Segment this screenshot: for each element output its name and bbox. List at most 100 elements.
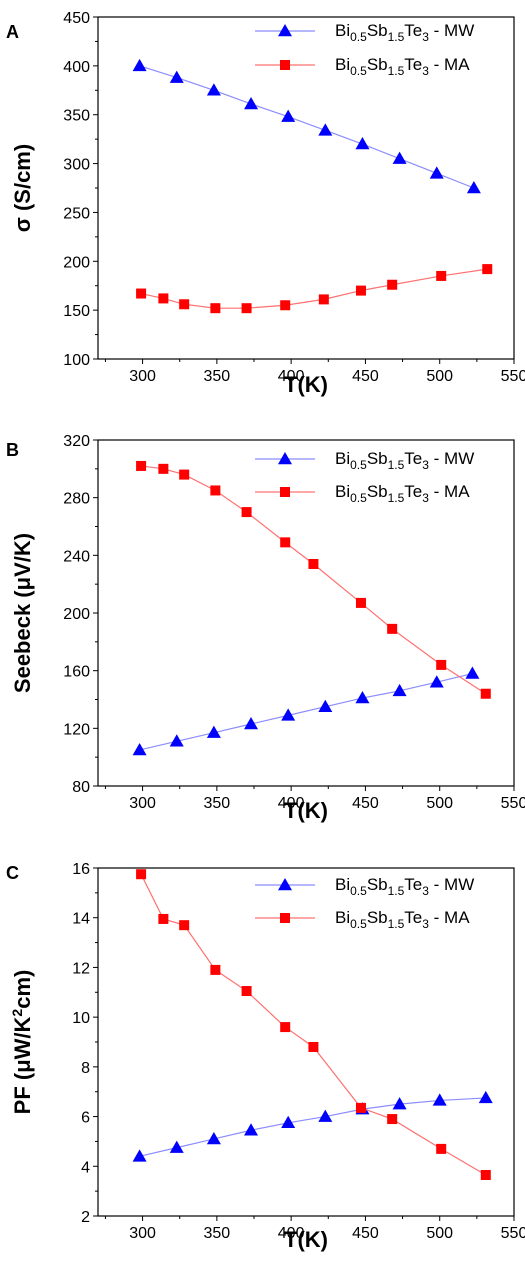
chart-panel-a: A 300 350 400 450 500 550 100 150 200 250 300 350 400… <box>6 10 525 397</box>
data-point <box>432 1093 447 1106</box>
y-tick-label: 320 <box>63 433 90 450</box>
y-tick-label: 16 <box>72 861 90 878</box>
data-point <box>241 303 252 314</box>
legend-label: Bi0.5Sb1.5Te3 - MA <box>335 55 470 78</box>
data-point <box>355 137 370 150</box>
data-point <box>281 1115 296 1129</box>
x-tick-label: 450 <box>352 795 379 812</box>
y-tick-label: 150 <box>63 303 90 320</box>
x-axis-title: T(K) <box>284 372 328 397</box>
legend-label: Bi0.5Sb1.5Te3 - MA <box>335 482 470 505</box>
x-tick-label: 350 <box>204 795 231 812</box>
data-point <box>206 83 221 96</box>
legend-label: Bi0.5Sb1.5Te3 - MW <box>335 875 474 898</box>
y-axis-title: σ (S/cm) <box>10 144 35 232</box>
series-triangle <box>132 666 480 756</box>
data-point <box>436 1143 447 1154</box>
y-axis-title: Seebeck (μV/K) <box>10 533 35 693</box>
chart-panel-b: B 300 350 400 450 500 550 80 120 160 200 240 280 320 T… <box>6 433 525 823</box>
legend-entry: Bi0.5Sb1.5Te3 - MA <box>255 908 470 931</box>
data-point <box>210 303 221 314</box>
data-point <box>158 293 169 304</box>
data-point <box>241 986 252 997</box>
data-point <box>318 123 333 136</box>
x-tick-label: 450 <box>352 1225 379 1242</box>
y-tick-label: 12 <box>72 960 90 977</box>
data-point <box>132 1149 147 1162</box>
data-point <box>136 869 147 880</box>
data-point <box>482 264 493 275</box>
y-tick-label: 250 <box>63 205 90 222</box>
legend-entry: Bi0.5Sb1.5Te3 - MA <box>255 55 470 78</box>
y-tick-label: 200 <box>63 254 90 271</box>
y-tick-label: 400 <box>63 59 90 76</box>
data-point <box>244 1123 259 1136</box>
data-point <box>136 460 147 471</box>
y-tick-label: 80 <box>72 779 90 796</box>
data-point <box>281 109 296 122</box>
data-point <box>210 485 221 496</box>
data-point <box>387 623 398 634</box>
data-point <box>478 1090 493 1104</box>
series-line <box>139 672 473 751</box>
y-tick-label: 240 <box>63 548 90 565</box>
panel-label: B <box>6 440 19 460</box>
chart-panel-c: C 300 350 400 450 500 550 2 4 6 8 10 12 14 16 T(K) PF (μ… <box>6 861 525 1252</box>
data-point <box>210 964 221 975</box>
data-point <box>392 1097 407 1110</box>
y-tick-label: 450 <box>63 10 90 27</box>
data-point <box>241 507 252 518</box>
data-point <box>466 181 481 194</box>
data-point <box>280 537 291 548</box>
y-tick-label: 160 <box>63 664 90 681</box>
legend-entry: Bi0.5Sb1.5Te3 - MW <box>255 21 474 44</box>
series-square <box>136 264 493 314</box>
data-point <box>169 734 184 747</box>
data-point <box>480 688 491 699</box>
data-point <box>436 270 447 281</box>
data-point <box>318 1109 333 1122</box>
data-point <box>392 151 407 164</box>
data-point <box>169 70 184 83</box>
series-line <box>139 1097 486 1157</box>
data-point <box>308 558 319 569</box>
legend-marker <box>280 487 290 497</box>
data-point <box>392 683 407 697</box>
data-point <box>355 285 366 296</box>
data-point <box>158 463 169 474</box>
y-tick-label: 100 <box>63 352 90 369</box>
legend-entry: Bi0.5Sb1.5Te3 - MW <box>255 449 474 472</box>
data-point <box>206 1131 221 1145</box>
y-tick-label: 2 <box>81 1209 90 1226</box>
data-point <box>206 725 221 738</box>
panel-label: C <box>6 863 19 883</box>
series-square <box>136 869 491 1180</box>
data-point <box>480 1169 491 1180</box>
data-point <box>158 913 169 924</box>
data-point <box>280 1022 291 1033</box>
data-point <box>436 659 447 670</box>
series-line <box>140 268 488 309</box>
data-point <box>179 299 190 310</box>
data-point <box>318 294 329 305</box>
x-tick-label: 350 <box>204 368 231 385</box>
x-tick-label: 300 <box>129 795 156 812</box>
y-tick-label: 8 <box>81 1060 90 1077</box>
data-point <box>244 717 259 730</box>
y-tick-label: 6 <box>81 1110 90 1127</box>
data-point <box>355 691 370 704</box>
y-tick-label: 14 <box>72 911 90 928</box>
legend-label: Bi0.5Sb1.5Te3 - MW <box>335 21 474 44</box>
y-tick-label: 300 <box>63 157 90 174</box>
data-point <box>169 1140 184 1153</box>
legend-marker <box>280 60 290 70</box>
legend-entry: Bi0.5Sb1.5Te3 - MA <box>255 482 470 505</box>
x-axis-title: T(K) <box>284 1227 328 1252</box>
data-point <box>132 58 147 72</box>
data-point <box>465 666 480 679</box>
data-point <box>244 96 259 110</box>
x-tick-label: 500 <box>426 1225 453 1242</box>
x-tick-label: 500 <box>426 368 453 385</box>
series-line <box>139 65 475 189</box>
